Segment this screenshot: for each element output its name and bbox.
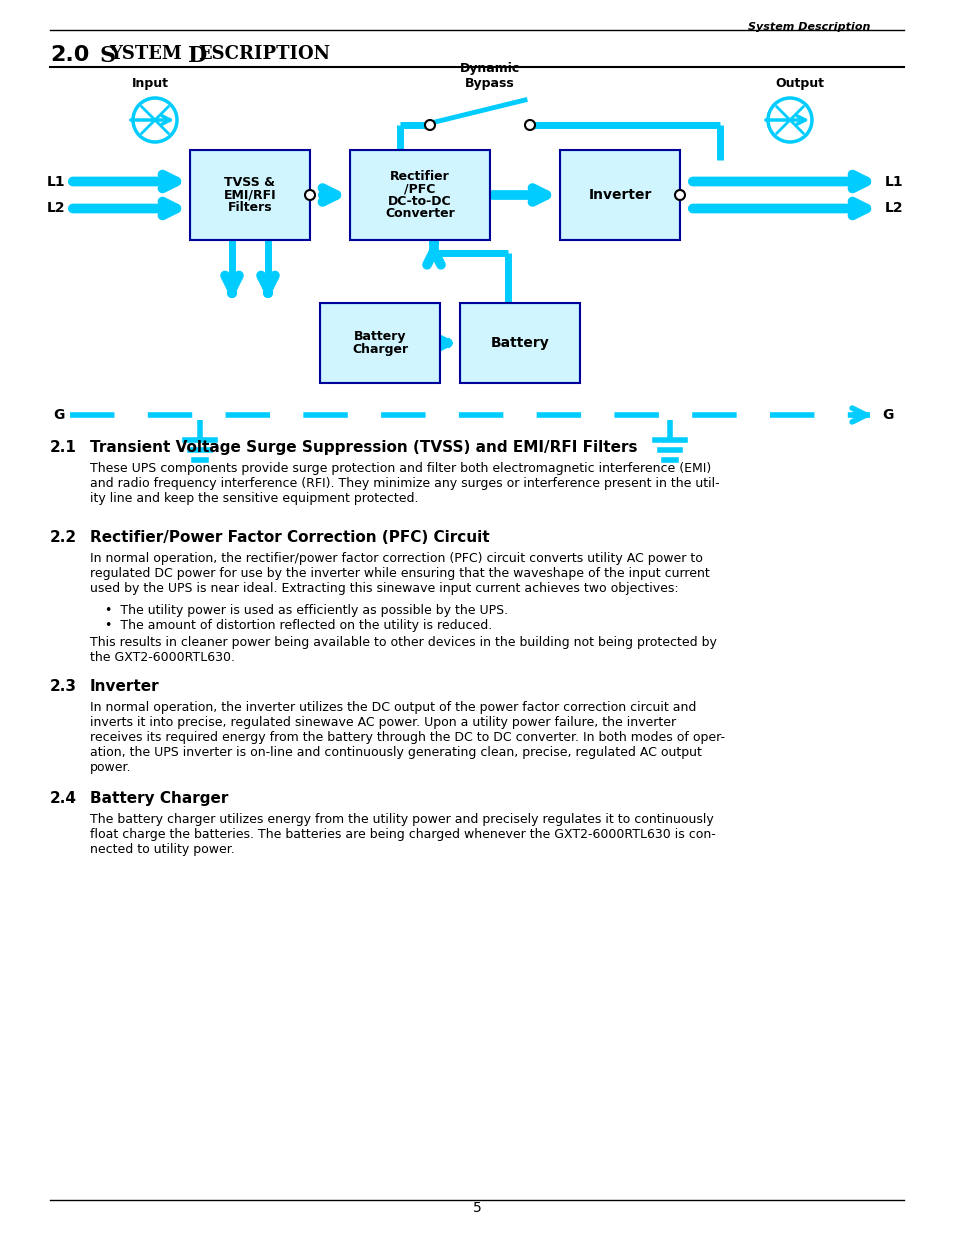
Bar (561, 152, 678, 238)
Bar (192, 152, 308, 238)
Text: TVSS &: TVSS & (224, 175, 275, 189)
Text: DC-to-DC: DC-to-DC (388, 195, 452, 207)
Bar (352, 152, 488, 238)
Text: 2.2: 2.2 (50, 530, 77, 545)
Bar (459, 303, 579, 383)
Text: EMI/RFI: EMI/RFI (223, 189, 276, 201)
Bar (319, 303, 439, 383)
Text: These UPS components provide surge protection and filter both electromagnetic in: These UPS components provide surge prote… (90, 462, 719, 505)
Text: 2.1: 2.1 (50, 440, 77, 454)
Text: The battery charger utilizes energy from the utility power and precisely regulat: The battery charger utilizes energy from… (90, 813, 715, 856)
Text: Charger: Charger (352, 343, 408, 356)
Text: 2.0: 2.0 (50, 44, 90, 65)
Text: L2: L2 (884, 201, 902, 215)
Text: ESCRIPTION: ESCRIPTION (198, 44, 330, 63)
Text: Input: Input (132, 77, 169, 90)
Text: Filters: Filters (228, 201, 272, 214)
Text: Battery Charger: Battery Charger (90, 790, 228, 806)
Circle shape (424, 120, 435, 130)
Circle shape (524, 120, 535, 130)
Text: •  The utility power is used as efficiently as possible by the UPS.: • The utility power is used as efficient… (105, 604, 508, 618)
Text: /PFC: /PFC (404, 183, 436, 195)
Bar (461, 305, 578, 382)
Bar (190, 149, 310, 240)
Text: YSTEM: YSTEM (109, 44, 188, 63)
Text: S: S (100, 44, 116, 67)
Text: Battery: Battery (490, 336, 549, 350)
Text: L2: L2 (47, 201, 65, 215)
Text: In normal operation, the inverter utilizes the DC output of the power factor cor: In normal operation, the inverter utiliz… (90, 701, 724, 774)
Text: G: G (53, 408, 65, 422)
Text: 2.3: 2.3 (50, 679, 77, 694)
Text: Inverter: Inverter (588, 188, 651, 203)
Bar (322, 305, 437, 382)
Text: Rectifier/Power Factor Correction (PFC) Circuit: Rectifier/Power Factor Correction (PFC) … (90, 530, 489, 545)
Bar (559, 149, 679, 240)
Text: Converter: Converter (385, 207, 455, 220)
Text: Dynamic
Bypass: Dynamic Bypass (459, 62, 519, 90)
Text: L1: L1 (47, 174, 65, 189)
Circle shape (305, 190, 314, 200)
Text: System Description: System Description (747, 22, 869, 32)
Bar (350, 149, 490, 240)
Text: Rectifier: Rectifier (390, 169, 450, 183)
Text: Output: Output (775, 77, 823, 90)
Text: G: G (882, 408, 892, 422)
Text: In normal operation, the rectifier/power factor correction (PFC) circuit convert: In normal operation, the rectifier/power… (90, 552, 709, 595)
Text: D: D (188, 44, 207, 67)
Text: L1: L1 (884, 174, 902, 189)
Text: 2.4: 2.4 (50, 790, 77, 806)
Text: Transient Voltage Surge Suppression (TVSS) and EMI/RFI Filters: Transient Voltage Surge Suppression (TVS… (90, 440, 637, 454)
Text: 5: 5 (472, 1200, 481, 1215)
Text: Inverter: Inverter (90, 679, 159, 694)
Text: •  The amount of distortion reflected on the utility is reduced.: • The amount of distortion reflected on … (105, 619, 492, 632)
Text: This results in cleaner power being available to other devices in the building n: This results in cleaner power being avai… (90, 636, 716, 664)
Circle shape (675, 190, 684, 200)
Text: Battery: Battery (354, 330, 406, 343)
